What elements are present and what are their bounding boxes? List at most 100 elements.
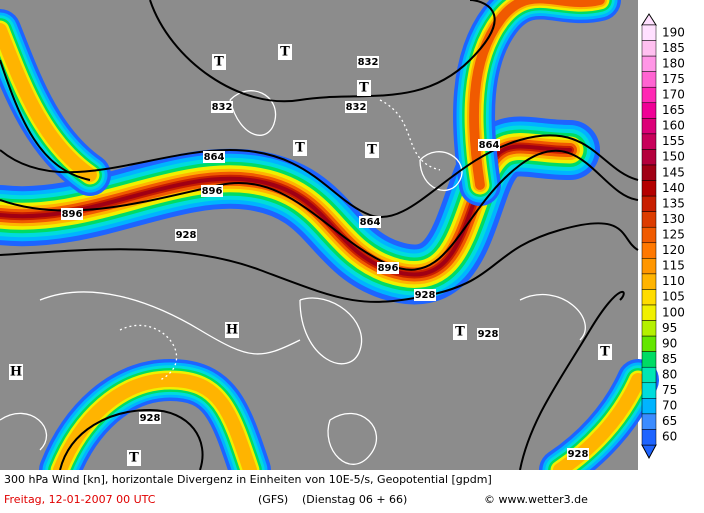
colorbar-swatch [641, 226, 657, 244]
contour-label-bg [211, 101, 233, 113]
pressure-mark-bg [365, 142, 379, 158]
pressure-mark: T [280, 45, 290, 60]
colorbar-swatch [641, 164, 657, 181]
contour-label-bg [359, 216, 381, 228]
footer-description: 300 hPa Wind [kn], horizontale Divergenz… [4, 473, 492, 486]
colorbar-label: 95 [662, 321, 677, 335]
white-contour [119, 324, 178, 381]
contour-label-bg [139, 412, 161, 424]
colorbar-label: 165 [662, 103, 685, 117]
contour-label: 832 [212, 102, 233, 113]
pressure-mark: T [214, 55, 224, 70]
colorbar [641, 13, 657, 460]
black-contour [59, 408, 204, 471]
colorbar-label: 155 [662, 134, 685, 148]
colorbar-swatch [641, 102, 657, 119]
contour-label-bg [203, 151, 225, 163]
colorbar-label: 145 [662, 165, 685, 179]
colorbar-label: 120 [662, 243, 685, 257]
colorbar-swatch [641, 258, 657, 275]
colorbar-swatch [641, 382, 657, 399]
colorbar-swatch [641, 351, 657, 368]
pressure-mark: T [600, 345, 610, 360]
contour-label: 896 [62, 209, 83, 220]
white-contour [419, 151, 463, 191]
pressure-mark-bg [278, 44, 292, 60]
colorbar-label: 105 [662, 290, 685, 304]
colorbar-swatch [641, 40, 657, 57]
contour-label: 928 [568, 449, 589, 460]
colorbar-swatch [641, 149, 657, 166]
pressure-mark-bg [225, 322, 239, 338]
black-contour [519, 290, 625, 471]
footer-run: (Dienstag 06 + 66) [302, 493, 407, 506]
contour-label-bg [477, 328, 499, 340]
colorbar-swatch [641, 180, 657, 197]
footer-credit: © www.wetter3.de [484, 493, 588, 506]
colorbar-swatch [641, 273, 657, 290]
colorbar-label: 65 [662, 414, 677, 428]
colorbar-swatch [641, 24, 657, 41]
colorbar-swatch [641, 195, 657, 212]
contour-label: 832 [358, 57, 379, 68]
contour-label: 832 [346, 102, 367, 113]
white-contour [519, 293, 586, 341]
colorbar-swatch [641, 398, 657, 415]
pressure-mark-bg [9, 364, 23, 380]
contour-label-bg [345, 101, 367, 113]
black-contour [0, 222, 639, 303]
contour-label-bg [175, 229, 197, 241]
colorbar-swatch [641, 118, 657, 135]
colorbar-label: 85 [662, 352, 677, 366]
colorbar-label: 175 [662, 72, 685, 86]
black-contour [0, 59, 91, 181]
contour-label: 864 [479, 140, 500, 151]
colorbar-swatch [641, 211, 657, 228]
pressure-mark: T [295, 141, 305, 156]
colorbar-label: 190 [662, 25, 685, 39]
contour-label-bg [478, 139, 500, 151]
colorbar-arrow [641, 13, 657, 26]
colorbar-swatch [641, 133, 657, 150]
white-contour [39, 291, 301, 355]
contour-label-bg [377, 262, 399, 274]
contour-label: 928 [140, 413, 161, 424]
white-contour [327, 413, 377, 465]
pressure-mark: T [367, 143, 377, 158]
pressure-mark: H [10, 365, 22, 380]
colorbar-swatch [641, 242, 657, 259]
jet-band [53, 372, 257, 477]
white-contour [229, 90, 277, 136]
pressure-mark-bg [357, 80, 371, 96]
jet-band [553, 373, 645, 477]
colorbar-label: 125 [662, 228, 685, 242]
black-contour [149, 0, 496, 103]
contour-label: 896 [202, 186, 223, 197]
colorbar-label: 170 [662, 88, 685, 102]
contour-label: 928 [176, 230, 197, 241]
pressure-mark: T [129, 451, 139, 466]
colorbar-label: 135 [662, 196, 685, 210]
colorbar-swatch [641, 413, 657, 430]
footer-date: Freitag, 12-01-2007 00 UTC [4, 493, 156, 506]
pressure-mark: H [226, 323, 238, 338]
colorbar-swatch [641, 335, 657, 352]
colorbar-label: 130 [662, 212, 685, 226]
pressure-mark: T [455, 325, 465, 340]
white-contour [379, 99, 441, 171]
white-contour [299, 297, 363, 365]
colorbar-swatch [641, 71, 657, 88]
colorbar-label: 60 [662, 430, 677, 444]
colorbar-label: 150 [662, 150, 685, 164]
colorbar-arrow [641, 444, 657, 460]
colorbar-label: 110 [662, 274, 685, 288]
colorbar-swatch [641, 429, 657, 446]
contour-label-bg [61, 208, 83, 220]
footer-background [0, 470, 638, 513]
footer-model: (GFS) [258, 493, 288, 506]
map-labels: 832 832 832 864 864 864 896 896 896 928 928 928 928 9… [9, 44, 612, 466]
pressure-mark-bg [598, 344, 612, 360]
contour-label: 928 [415, 290, 436, 301]
